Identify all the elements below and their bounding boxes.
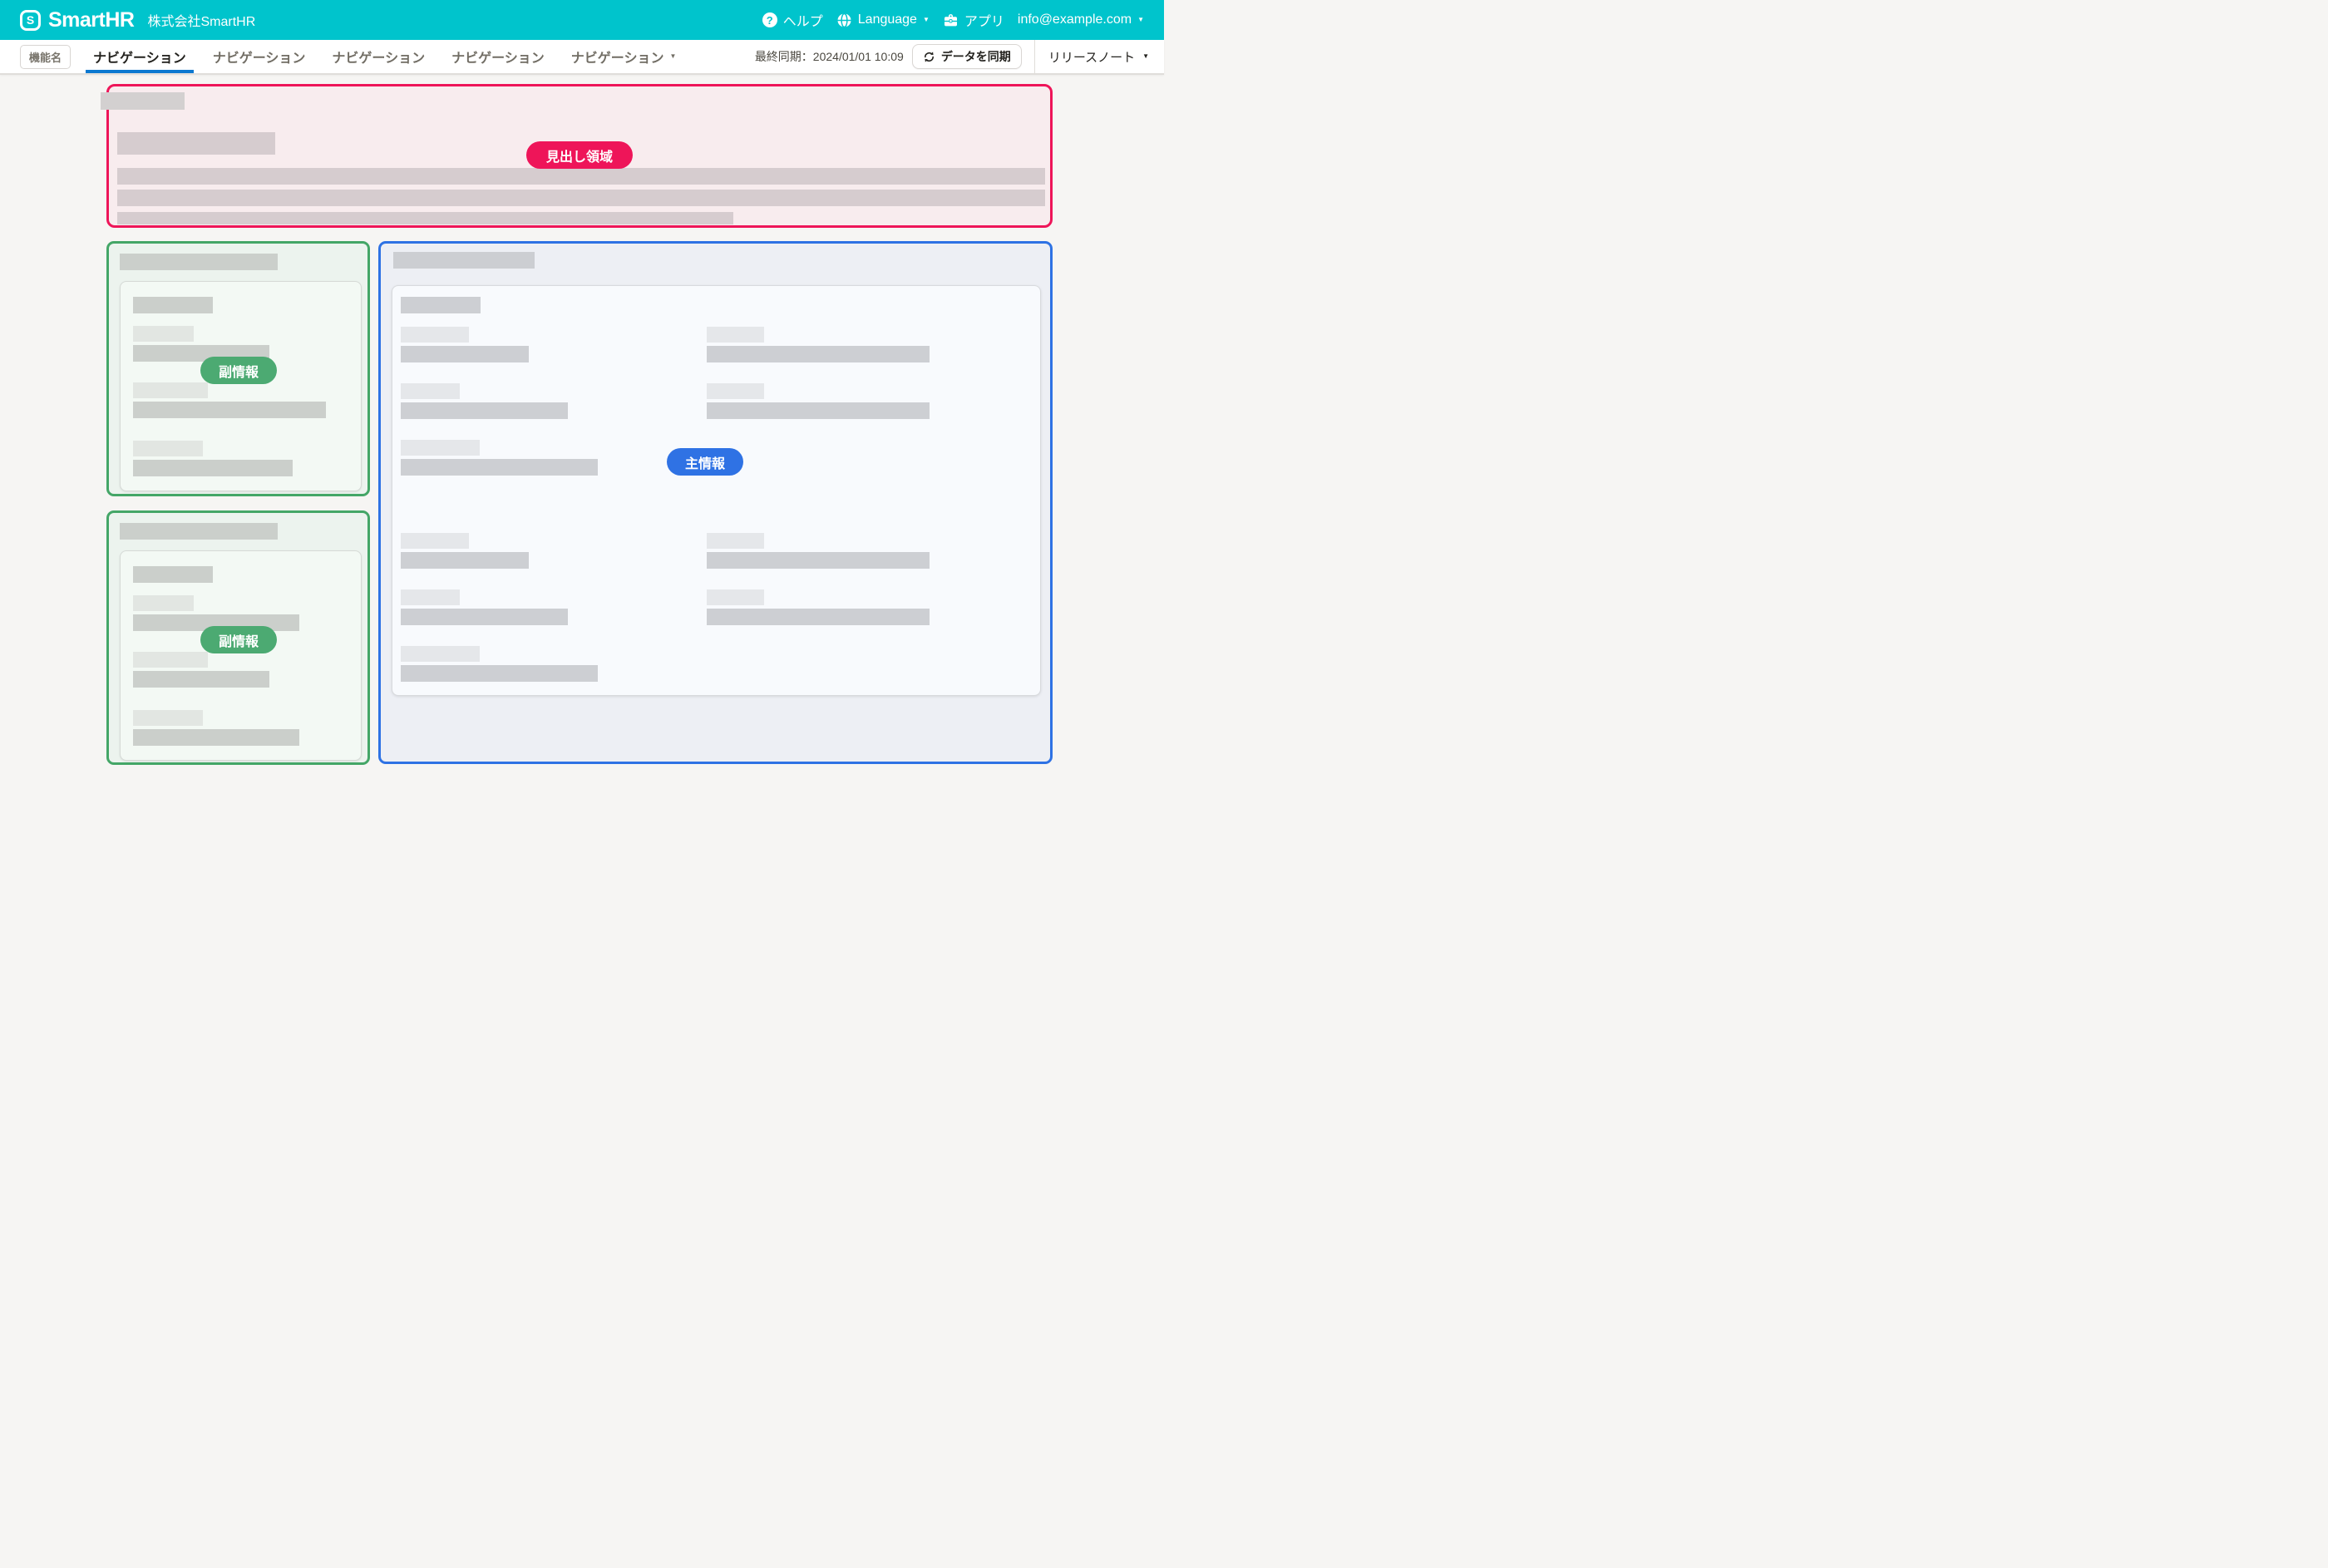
placeholder-label xyxy=(401,646,480,662)
apps-icon xyxy=(944,13,957,26)
tab-navigation-2[interactable]: ナビゲーション xyxy=(212,52,306,66)
placeholder-card-title xyxy=(133,566,213,583)
last-sync-status: 最終同期：2024/01/01 10:09 xyxy=(754,50,904,63)
placeholder-label xyxy=(133,441,203,456)
placeholder-label xyxy=(133,595,194,611)
main-info-card xyxy=(392,285,1041,696)
placeholder-value xyxy=(707,609,930,625)
placeholder-heading xyxy=(117,132,275,155)
apps-label: アプリ xyxy=(964,15,1004,29)
placeholder-label xyxy=(401,327,469,343)
placeholder-label xyxy=(707,327,764,343)
refresh-icon xyxy=(924,51,934,62)
smarthr-app: S SmartHR 株式会社SmartHR ? ヘルプ Language ▼ xyxy=(0,0,1164,784)
placeholder-section-heading xyxy=(120,523,278,540)
smarthr-logo[interactable]: S SmartHR xyxy=(20,7,135,32)
placeholder-text-line xyxy=(117,190,1045,206)
placeholder-value xyxy=(401,609,568,625)
language-label: Language xyxy=(857,12,917,27)
placeholder-label xyxy=(707,533,764,549)
sync-data-label: データを同期 xyxy=(940,50,1011,63)
placeholder-value xyxy=(401,665,598,682)
placeholder-card-title xyxy=(401,297,481,313)
smarthr-logo-word: SmartHR xyxy=(48,7,135,32)
placeholder-value xyxy=(707,346,930,362)
account-menu[interactable]: info@example.com ▼ xyxy=(1018,12,1144,27)
language-menu[interactable]: Language ▼ xyxy=(836,12,930,28)
tab-navigation-5[interactable]: ナビゲーション ▼ xyxy=(564,40,684,73)
tab-navigation-4[interactable]: ナビゲーション xyxy=(451,52,545,66)
sub-info-card xyxy=(120,281,362,491)
placeholder-value xyxy=(707,552,930,569)
placeholder-value xyxy=(133,460,293,476)
sub-info-badge: 副情報 xyxy=(200,357,278,384)
release-notes-button[interactable]: リリースノート ▼ xyxy=(1048,48,1149,66)
placeholder-page-title xyxy=(101,92,185,110)
placeholder-label xyxy=(401,589,460,605)
header-actions: ? ヘルプ Language ▼ アプリ xyxy=(762,10,1144,30)
placeholder-value xyxy=(401,459,598,476)
placeholder-label xyxy=(133,382,208,398)
placeholder-label xyxy=(133,710,203,726)
chevron-down-icon: ▼ xyxy=(1142,52,1149,60)
placeholder-label xyxy=(133,652,208,668)
placeholder-label xyxy=(401,533,469,549)
placeholder-section-heading xyxy=(120,254,278,270)
sub-info-badge: 副情報 xyxy=(200,626,278,653)
sync-data-button[interactable]: データを同期 xyxy=(911,44,1022,69)
sub-info-region-2: 副情報 xyxy=(106,510,370,765)
feature-name-chip: 機能名 xyxy=(20,44,72,69)
chevron-down-icon: ▼ xyxy=(669,52,677,60)
company-name: 株式会社SmartHR xyxy=(147,15,256,29)
sub-info-region-1: 副情報 xyxy=(106,241,370,496)
chevron-down-icon: ▼ xyxy=(922,16,930,23)
app-navigation: 機能名 ナビゲーション ナビゲーション ナビゲーション ナビゲーション ナビゲー… xyxy=(0,40,1164,75)
heading-area-region: 見出し領域 xyxy=(101,84,1053,228)
tab-navigation-3[interactable]: ナビゲーション xyxy=(332,52,426,66)
placeholder-label xyxy=(133,326,194,342)
placeholder-label xyxy=(401,440,480,456)
help-icon: ? xyxy=(762,12,777,27)
placeholder-value xyxy=(133,402,326,418)
main-info-region: 主情報 xyxy=(378,241,1053,764)
tab-navigation-1[interactable]: ナビゲーション xyxy=(86,40,194,73)
placeholder-value xyxy=(707,402,930,419)
placeholder-value xyxy=(133,671,269,688)
chevron-down-icon: ▼ xyxy=(1137,16,1144,23)
placeholder-value xyxy=(401,346,529,362)
heading-area-badge: 見出し領域 xyxy=(525,141,634,169)
global-header: S SmartHR 株式会社SmartHR ? ヘルプ Language ▼ xyxy=(0,0,1164,40)
account-email: info@example.com xyxy=(1017,12,1132,27)
help-label: ヘルプ xyxy=(782,15,823,29)
placeholder-value xyxy=(401,402,568,419)
placeholder-label xyxy=(401,383,460,399)
main-info-badge: 主情報 xyxy=(667,448,744,476)
smarthr-logo-mark-icon: S xyxy=(20,9,41,31)
placeholder-label xyxy=(707,383,764,399)
placeholder-text-line xyxy=(117,168,1045,185)
nav-right-area: 最終同期：2024/01/01 10:09 データを同期 リリースノート ▼ xyxy=(755,40,1149,73)
placeholder-value xyxy=(401,552,529,569)
divider xyxy=(1033,40,1035,73)
tab-label: ナビゲーション xyxy=(570,52,664,66)
placeholder-value xyxy=(133,729,299,746)
main-content: 見出し領域 副情報 xyxy=(0,75,1164,784)
help-link[interactable]: ? ヘルプ xyxy=(762,10,823,30)
nav-tabs: ナビゲーション ナビゲーション ナビゲーション ナビゲーション ナビゲーション … xyxy=(86,40,695,73)
sub-info-card xyxy=(120,550,362,761)
apps-menu[interactable]: アプリ xyxy=(943,10,1004,30)
placeholder-card-title xyxy=(133,297,213,313)
placeholder-label xyxy=(707,589,764,605)
placeholder-section-heading xyxy=(393,252,535,269)
globe-icon xyxy=(837,12,851,27)
release-notes-label: リリースノート xyxy=(1048,50,1136,65)
placeholder-text-line xyxy=(117,212,733,224)
